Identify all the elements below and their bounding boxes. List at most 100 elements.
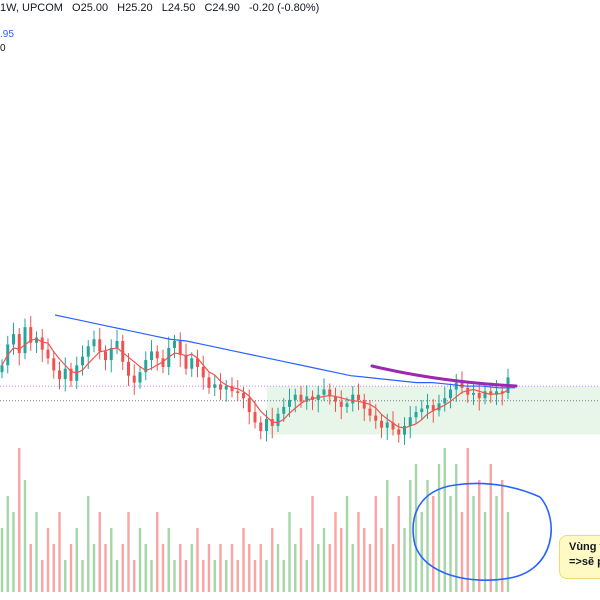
ma-slow-line <box>54 314 515 389</box>
volume-bar <box>115 560 119 592</box>
volume-bar <box>6 496 9 592</box>
volume-bar <box>75 528 78 592</box>
candle-body <box>495 391 498 395</box>
candle-body <box>52 358 56 371</box>
candle-body <box>178 341 182 355</box>
candle-body <box>334 396 337 402</box>
annotation-note: Vùng t =>sẽ p <box>559 535 600 579</box>
candle-body <box>63 368 67 380</box>
volume-bar <box>391 544 395 592</box>
volume-bar <box>276 544 280 592</box>
volume-bar <box>489 464 492 592</box>
volume-bar <box>0 528 4 592</box>
volume-bar <box>455 464 458 592</box>
volume-bar <box>259 544 262 592</box>
candle-body <box>155 351 159 359</box>
volume-bar <box>449 496 452 592</box>
volume-bar <box>437 464 441 592</box>
candle-body <box>12 334 15 345</box>
candle-body <box>397 429 401 435</box>
volume-bar <box>23 480 27 592</box>
candle-body <box>150 351 153 361</box>
candle-body <box>431 405 435 411</box>
volume-bar <box>219 544 222 592</box>
volume-bar <box>420 512 423 592</box>
volume-bar <box>104 544 107 592</box>
moving-averages <box>1 314 515 429</box>
volume-bar <box>64 560 67 592</box>
volume-bar <box>495 496 498 592</box>
second-indicator-value: 0 <box>0 43 6 54</box>
candle-body <box>477 393 481 399</box>
highlight-circle <box>412 482 552 581</box>
candle-body <box>288 399 291 407</box>
volume-bar <box>397 496 400 592</box>
candle-body <box>161 358 165 367</box>
candle-body <box>328 389 332 397</box>
volume-bar <box>167 528 170 592</box>
volume-bar <box>121 544 124 592</box>
volume-bar <box>374 496 377 592</box>
candle-body <box>201 367 205 378</box>
candle-body <box>345 403 349 407</box>
volume-bar <box>52 544 55 592</box>
volume-bar <box>351 544 354 592</box>
volume-bar <box>288 512 291 592</box>
low-value: L24.50 <box>161 2 196 14</box>
close-value: C24.90 <box>204 2 240 14</box>
volume-bar <box>311 496 314 592</box>
candle-body <box>357 394 360 400</box>
candle-body <box>299 394 303 402</box>
candle-body <box>69 368 73 381</box>
purple-trendline <box>370 364 518 388</box>
volume-bar <box>478 480 481 592</box>
candle-body <box>230 386 234 392</box>
volume-bar <box>345 496 349 592</box>
candle-body <box>35 337 38 343</box>
candle-body <box>374 415 378 421</box>
candle-body <box>276 413 280 426</box>
candle-body <box>454 382 458 390</box>
candle-body <box>0 365 4 373</box>
volume-bar <box>253 560 257 592</box>
candle-body <box>127 361 130 376</box>
candle-body <box>219 384 222 390</box>
symbol-info: 1W, UPCOM <box>0 2 63 14</box>
volume-bar <box>282 560 285 592</box>
volume-bar <box>426 480 429 592</box>
volume-bar <box>328 544 331 592</box>
candle-body <box>23 327 27 354</box>
volume-bar <box>179 544 182 592</box>
candle-body <box>489 391 493 395</box>
annotation-line-2: =>sẽ p <box>569 556 600 568</box>
volume-bar <box>87 496 90 592</box>
volume-bar <box>466 448 469 592</box>
candle-body <box>109 347 113 361</box>
candle-body <box>339 401 343 407</box>
candle-body <box>483 391 487 399</box>
candle-body <box>414 412 418 418</box>
volume-bar <box>248 544 251 592</box>
volume-bar <box>501 480 504 592</box>
volume-bar <box>294 544 297 592</box>
candle-body <box>190 358 194 369</box>
candle-body <box>253 412 257 423</box>
candle-body <box>500 391 504 393</box>
volume-bar <box>207 544 211 592</box>
annotation-line-1: Vùng t <box>569 541 600 553</box>
candle-body <box>322 389 326 395</box>
candle-body <box>81 356 84 366</box>
volume-bar <box>432 496 435 592</box>
candle-body <box>196 358 199 367</box>
volume-bar <box>150 560 153 592</box>
candle-body <box>92 339 96 347</box>
volume-bar <box>265 560 268 592</box>
candle-body <box>40 337 44 350</box>
candle-body <box>132 375 136 383</box>
candle-body <box>403 425 406 435</box>
volume-bar <box>133 560 136 592</box>
volume-bar <box>322 528 326 592</box>
open-value: O25.00 <box>72 2 109 14</box>
volume-bar <box>110 528 113 592</box>
